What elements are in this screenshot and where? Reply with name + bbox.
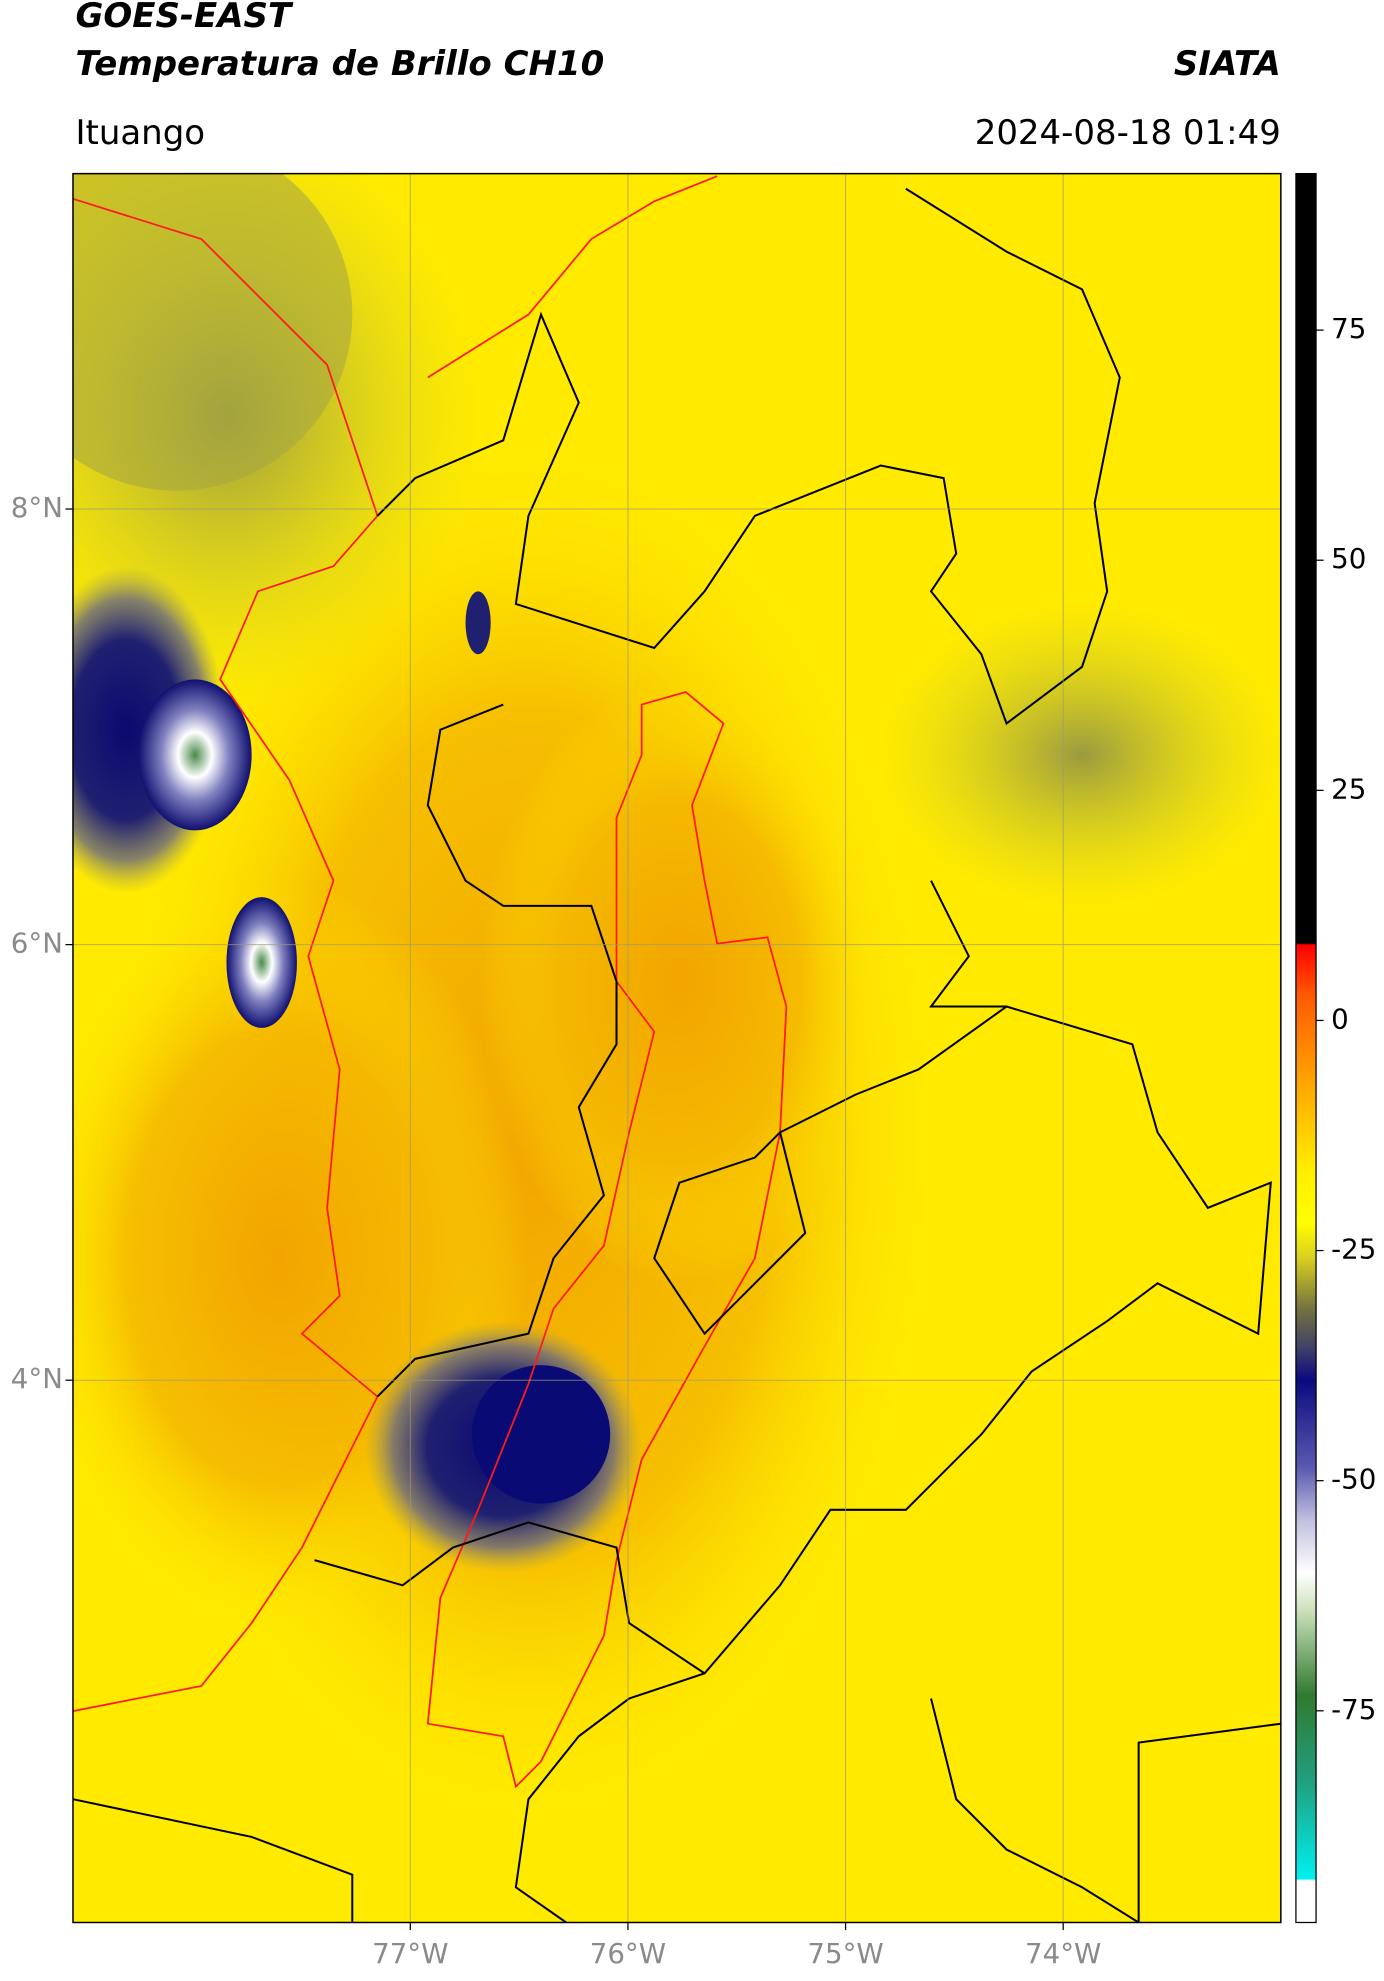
colorbar [1295,172,1317,1924]
colorbar-tick-label: -75 [1331,1693,1376,1726]
title: GOES-EAST [75,0,293,36]
subtitle: Temperatura de Brillo CH10 [75,44,604,84]
boundaries [72,175,1281,1923]
tick-labels: 77°W 76°W 75°W 74°W 8°N 6°N 4°N 75 50 25 0 -25 -50 -7… [11,312,1377,1970]
colorbar-tick-label: 50 [1331,542,1366,575]
map-frame [72,172,1282,1924]
y-tick-label: 6°N [11,927,63,960]
x-tick-label: 77°W [372,1937,448,1970]
colorbar-tick-label: -25 [1331,1233,1376,1266]
y-tick-label: 4°N [11,1362,63,1395]
map-image [72,173,1281,1923]
source: SIATA [1174,44,1281,84]
x-tick-label: 76°W [590,1937,666,1970]
colorbar-tick-label: 0 [1331,1002,1349,1035]
x-tick-label: 74°W [1025,1937,1101,1970]
datetime: 2024-08-18 01:49 [975,113,1281,153]
location: Ituango [75,113,205,153]
colorbar-tick-label: 25 [1331,772,1366,805]
colorbar-tick-label: 75 [1331,312,1366,345]
x-tick-label: 75°W [807,1937,883,1970]
colorbar-tick-label: -50 [1331,1463,1376,1496]
grid [65,173,1281,1931]
y-tick-label: 8°N [11,491,63,524]
